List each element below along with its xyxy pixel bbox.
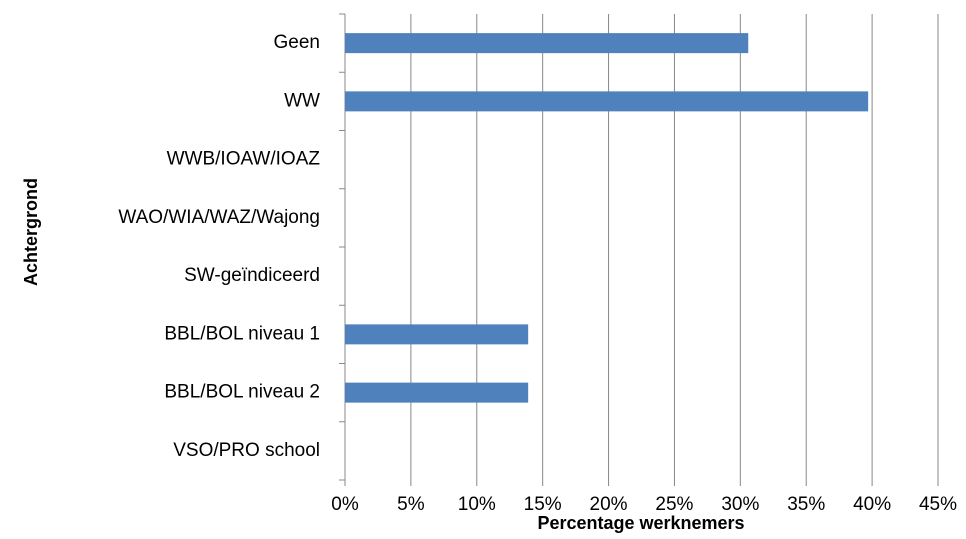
bar: [345, 33, 749, 54]
x-tick-label: 20%: [590, 494, 628, 515]
y-tick-label: SW-geïndiceerd: [184, 265, 320, 286]
x-tick-label: 5%: [397, 494, 425, 515]
x-tick-label: 10%: [458, 494, 496, 515]
x-tick-label: 40%: [853, 494, 891, 515]
bar: [345, 91, 869, 112]
x-axis-label: Percentage werknemers: [537, 513, 744, 533]
x-tick-label: 25%: [655, 494, 693, 515]
y-tick-label: WW: [284, 90, 320, 111]
y-axis-label: Achtergrond: [21, 178, 41, 286]
y-tick-label: WAO/WIA/WAZ/Wajong: [118, 207, 320, 228]
x-tick-label: 35%: [787, 494, 825, 515]
y-tick-label: BBL/BOL niveau 2: [164, 382, 320, 403]
bar: [345, 382, 529, 403]
x-tick-label: 45%: [919, 494, 957, 515]
y-tick-label: VSO/PRO school: [173, 440, 320, 461]
y-tick-label: BBL/BOL niveau 1: [164, 323, 320, 344]
y-tick-label: WWB/IOAW/IOAZ: [167, 149, 321, 170]
bar: [345, 324, 529, 345]
y-tick-label: Geen: [274, 32, 320, 53]
x-tick-label: 30%: [721, 494, 759, 515]
x-tick-label: 0%: [331, 494, 359, 515]
x-tick-label: 15%: [524, 494, 562, 515]
